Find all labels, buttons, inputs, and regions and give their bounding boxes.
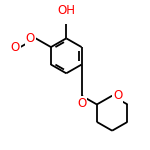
Text: O: O <box>77 97 86 110</box>
Text: OH: OH <box>57 4 75 17</box>
Text: O: O <box>113 89 123 102</box>
Text: O: O <box>11 41 20 54</box>
Text: O: O <box>26 32 35 45</box>
